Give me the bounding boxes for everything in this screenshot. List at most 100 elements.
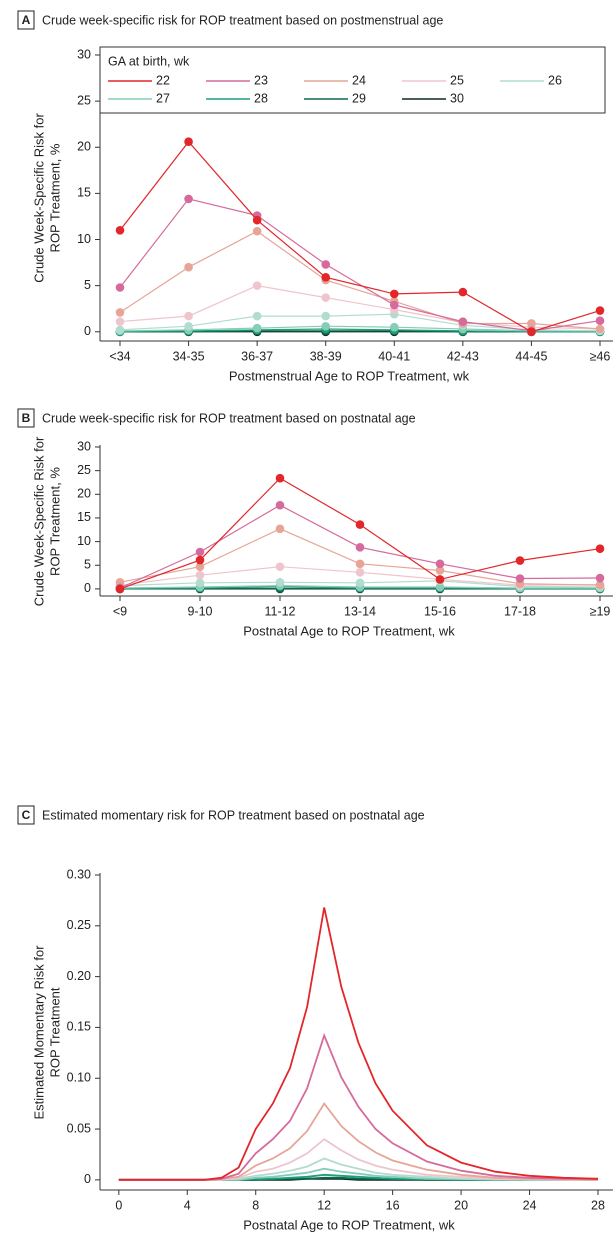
data-point <box>321 273 331 282</box>
data-point <box>275 562 285 571</box>
data-point <box>195 562 205 571</box>
data-point <box>321 260 331 269</box>
data-point <box>115 584 125 594</box>
x-tick-label: 12 <box>317 1198 331 1212</box>
data-point <box>355 578 365 588</box>
y-axis-label: ROP Treatment, % <box>47 467 62 576</box>
data-point <box>527 327 536 337</box>
data-point <box>252 323 262 333</box>
data-point <box>252 215 262 225</box>
legend-label: 27 <box>156 91 170 105</box>
y-axis-label: ROP Treatment <box>47 987 62 1077</box>
legend-label: 29 <box>352 91 366 105</box>
x-tick-label: 20 <box>454 1198 468 1212</box>
chart-panel: 0 4 8 12 16 20 24 28 C Estimated momentary risk f… <box>17 805 613 1232</box>
legend-label: 30 <box>450 91 464 105</box>
x-tick-label: 36-37 <box>241 349 273 363</box>
data-point <box>275 500 285 510</box>
x-tick-label: ≥19 <box>590 604 611 618</box>
y-tick-label: 15 <box>77 510 91 524</box>
y-tick-label: 0.25 <box>67 918 91 932</box>
legend-label: 26 <box>548 73 562 87</box>
chart-title: Estimated momentary risk for ROP treatme… <box>42 808 425 822</box>
data-point <box>184 321 193 331</box>
data-point <box>458 317 468 326</box>
x-tick-label: 34-35 <box>173 349 205 363</box>
data-point <box>184 137 193 147</box>
data-point <box>595 580 605 590</box>
y-tick-label: 15 <box>77 186 91 200</box>
y-tick-label: 0.30 <box>67 867 91 881</box>
legend-box <box>99 46 606 114</box>
data-point <box>435 559 445 569</box>
data-point <box>515 556 525 565</box>
data-point <box>389 289 399 299</box>
data-point <box>355 559 365 569</box>
data-point <box>321 311 331 321</box>
y-axis-label: Estimated Momentary Risk for <box>31 945 46 1120</box>
x-tick-label: 13-14 <box>344 604 376 618</box>
x-tick-label: <34 <box>109 349 130 363</box>
y-tick-label: 0.15 <box>67 1020 91 1034</box>
y-tick-label: 10 <box>77 534 91 548</box>
data-point <box>355 542 365 552</box>
y-tick-label: 0.10 <box>67 1071 91 1085</box>
panel-label: B <box>22 411 31 425</box>
x-tick-label: 16 <box>386 1198 400 1212</box>
series-line <box>119 230 601 330</box>
panel-label: A <box>22 13 31 27</box>
y-tick-label: 25 <box>77 93 91 107</box>
panel-label: C <box>22 808 31 822</box>
x-tick-label: 28 <box>591 1198 605 1212</box>
x-tick-label: ≥46 <box>590 349 611 363</box>
data-point <box>275 524 285 534</box>
data-point <box>527 319 536 328</box>
legend-label: 28 <box>254 91 268 105</box>
y-tick-label: 0.20 <box>67 969 91 983</box>
series-line <box>119 140 601 333</box>
y-axis-label: Crude Week-Specific Risk for <box>31 436 46 606</box>
data-point <box>252 311 262 321</box>
y-tick-label: 5 <box>84 558 91 572</box>
data-point <box>115 325 125 335</box>
data-point <box>355 568 365 577</box>
x-tick-label: 17-18 <box>504 604 536 618</box>
y-tick-label: 0.05 <box>67 1121 91 1135</box>
y-axis-label: Crude Week-Specific Risk for <box>31 113 46 283</box>
x-tick-label: 0 <box>115 1198 122 1212</box>
chart-title: Crude week-specific risk for ROP treatme… <box>42 411 416 425</box>
legend: GA at birth, wk 22 23 24 25 26 27 28 29 30 <box>99 46 606 114</box>
y-axis-label: ROP Treatment, % <box>47 143 62 252</box>
y-tick-label: 25 <box>77 463 91 477</box>
data-point <box>195 547 205 557</box>
y-tick-label: 20 <box>77 140 91 154</box>
data-point <box>595 544 605 553</box>
series-line <box>119 284 601 330</box>
y-tick-label: 5 <box>84 278 91 292</box>
x-tick-label: 38-39 <box>310 349 342 363</box>
x-tick-label: 11-12 <box>264 604 295 618</box>
panel-label-box <box>17 408 35 428</box>
data-point <box>115 308 125 317</box>
y-tick-label: 30 <box>77 439 91 453</box>
data-point <box>515 574 525 583</box>
x-tick-label: 40-41 <box>378 349 410 363</box>
data-point <box>321 293 331 302</box>
x-tick-label: 42-43 <box>447 349 479 363</box>
x-tick-label: 8 <box>252 1198 259 1212</box>
panel-label-box <box>17 10 35 30</box>
y-tick-label: 30 <box>77 47 91 61</box>
legend-title: GA at birth, wk <box>108 54 190 68</box>
data-point <box>595 306 605 315</box>
y-tick-label: 0 <box>84 1172 91 1186</box>
data-point <box>195 578 205 588</box>
data-point <box>275 473 285 483</box>
data-point <box>321 321 331 331</box>
x-tick-label: 24 <box>523 1198 537 1212</box>
legend-label: 25 <box>450 73 464 87</box>
data-point <box>355 520 365 529</box>
series-line <box>119 328 600 333</box>
x-tick-label: <9 <box>113 604 127 618</box>
y-tick-label: 20 <box>77 487 91 501</box>
legend-label: 22 <box>156 73 170 87</box>
